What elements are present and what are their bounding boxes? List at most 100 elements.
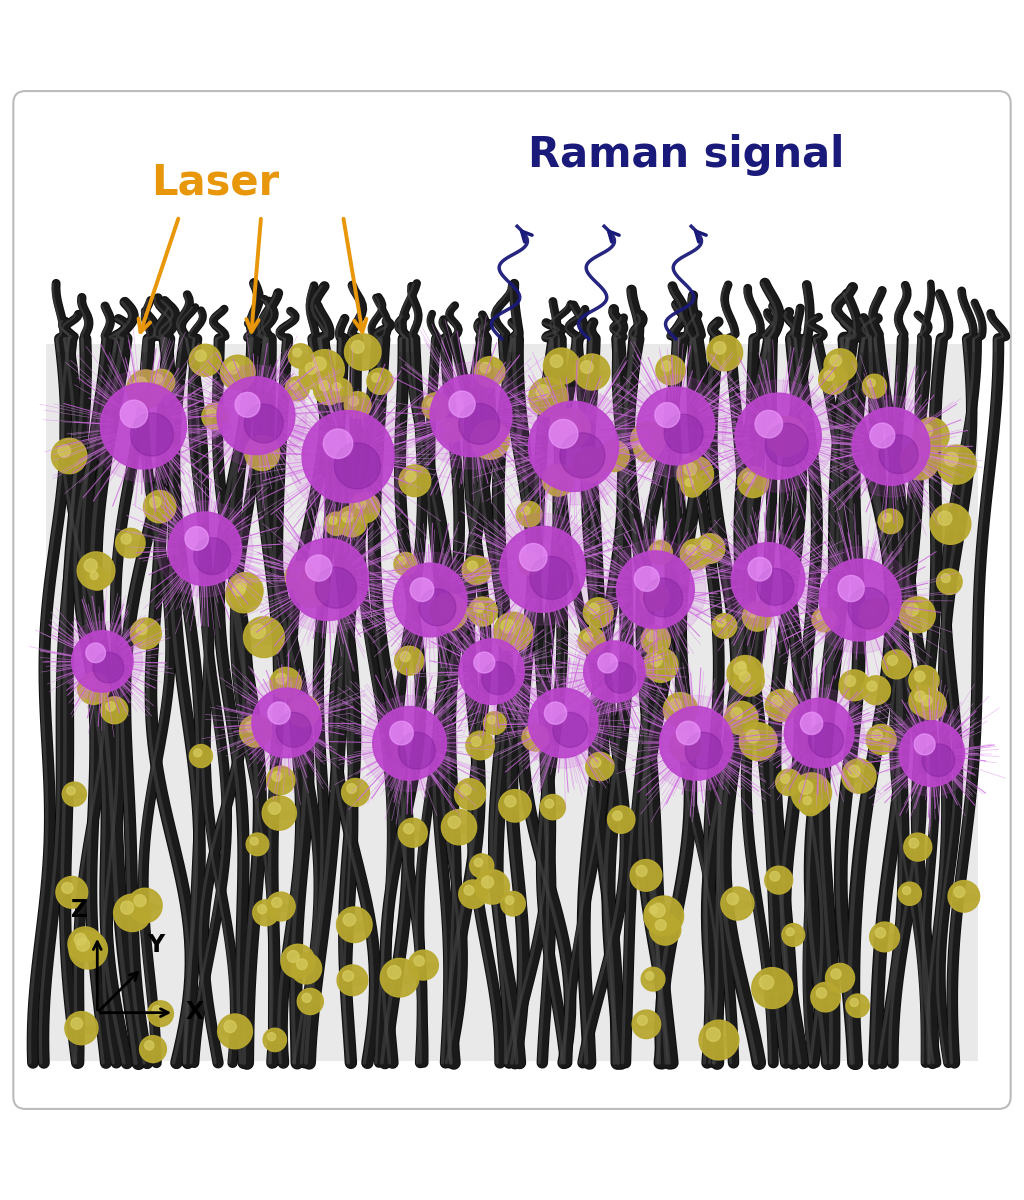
Circle shape [644, 896, 684, 936]
Circle shape [866, 725, 896, 755]
Circle shape [637, 1015, 647, 1025]
Ellipse shape [225, 370, 253, 379]
Circle shape [916, 690, 946, 720]
Circle shape [727, 893, 738, 905]
Circle shape [545, 702, 566, 725]
Circle shape [227, 361, 239, 373]
Circle shape [474, 356, 505, 388]
Circle shape [441, 810, 476, 845]
Circle shape [266, 766, 295, 794]
Circle shape [909, 839, 919, 848]
Circle shape [337, 506, 368, 536]
Ellipse shape [56, 454, 84, 462]
Circle shape [695, 534, 725, 563]
Circle shape [403, 823, 414, 834]
Circle shape [349, 397, 358, 406]
Circle shape [266, 892, 295, 920]
Ellipse shape [645, 638, 668, 646]
Circle shape [734, 662, 746, 676]
Circle shape [329, 516, 337, 524]
Circle shape [631, 422, 666, 457]
Circle shape [128, 888, 162, 923]
Ellipse shape [478, 370, 503, 377]
Ellipse shape [345, 791, 368, 797]
Circle shape [681, 474, 703, 497]
Circle shape [803, 797, 811, 805]
Circle shape [675, 736, 686, 748]
Ellipse shape [222, 1028, 250, 1038]
Circle shape [634, 434, 660, 462]
Circle shape [637, 388, 715, 464]
Circle shape [139, 1036, 167, 1062]
Circle shape [100, 383, 186, 469]
Circle shape [121, 901, 133, 914]
Circle shape [909, 685, 940, 716]
Ellipse shape [918, 433, 946, 442]
Ellipse shape [940, 580, 961, 586]
Circle shape [217, 377, 295, 455]
Circle shape [655, 919, 667, 930]
Circle shape [459, 403, 500, 444]
Circle shape [655, 355, 685, 385]
Circle shape [342, 511, 353, 522]
Ellipse shape [349, 349, 378, 359]
Ellipse shape [634, 874, 659, 881]
Circle shape [251, 442, 263, 455]
Circle shape [72, 631, 133, 692]
Circle shape [954, 887, 965, 898]
Ellipse shape [340, 520, 365, 527]
Ellipse shape [143, 1048, 165, 1054]
Circle shape [449, 391, 475, 418]
Circle shape [630, 859, 662, 892]
Text: Z: Z [72, 899, 88, 923]
Ellipse shape [256, 911, 276, 917]
Circle shape [901, 442, 939, 480]
Ellipse shape [602, 454, 627, 462]
Ellipse shape [648, 662, 676, 671]
Ellipse shape [398, 659, 422, 666]
Circle shape [792, 773, 831, 814]
Circle shape [302, 410, 394, 503]
Ellipse shape [544, 805, 563, 811]
Ellipse shape [470, 743, 493, 750]
Circle shape [430, 594, 468, 631]
Circle shape [460, 785, 471, 796]
Ellipse shape [499, 629, 529, 638]
Circle shape [506, 896, 514, 905]
Circle shape [153, 1006, 162, 1014]
Circle shape [347, 784, 356, 793]
Circle shape [355, 498, 366, 509]
Circle shape [245, 436, 280, 470]
Circle shape [637, 428, 649, 440]
Circle shape [148, 370, 175, 395]
Circle shape [760, 976, 774, 990]
Ellipse shape [274, 680, 299, 689]
Circle shape [398, 818, 427, 847]
Circle shape [662, 361, 672, 371]
Circle shape [114, 894, 151, 931]
Circle shape [127, 370, 165, 408]
Ellipse shape [886, 662, 908, 670]
Circle shape [302, 994, 311, 1002]
Circle shape [677, 721, 700, 745]
Ellipse shape [779, 780, 800, 787]
Circle shape [889, 712, 975, 796]
Circle shape [297, 989, 324, 1014]
Circle shape [898, 882, 922, 905]
Circle shape [394, 646, 424, 676]
Ellipse shape [473, 864, 492, 870]
Circle shape [267, 1032, 275, 1040]
Ellipse shape [534, 394, 565, 404]
Circle shape [480, 362, 490, 373]
Ellipse shape [89, 577, 108, 583]
Circle shape [120, 400, 147, 427]
Circle shape [252, 688, 322, 757]
Circle shape [782, 924, 805, 947]
Circle shape [521, 506, 530, 515]
Circle shape [641, 967, 665, 991]
Ellipse shape [401, 830, 425, 838]
Ellipse shape [784, 934, 803, 938]
Text: Raman signal: Raman signal [528, 133, 844, 175]
Ellipse shape [548, 364, 577, 372]
Circle shape [899, 721, 965, 786]
